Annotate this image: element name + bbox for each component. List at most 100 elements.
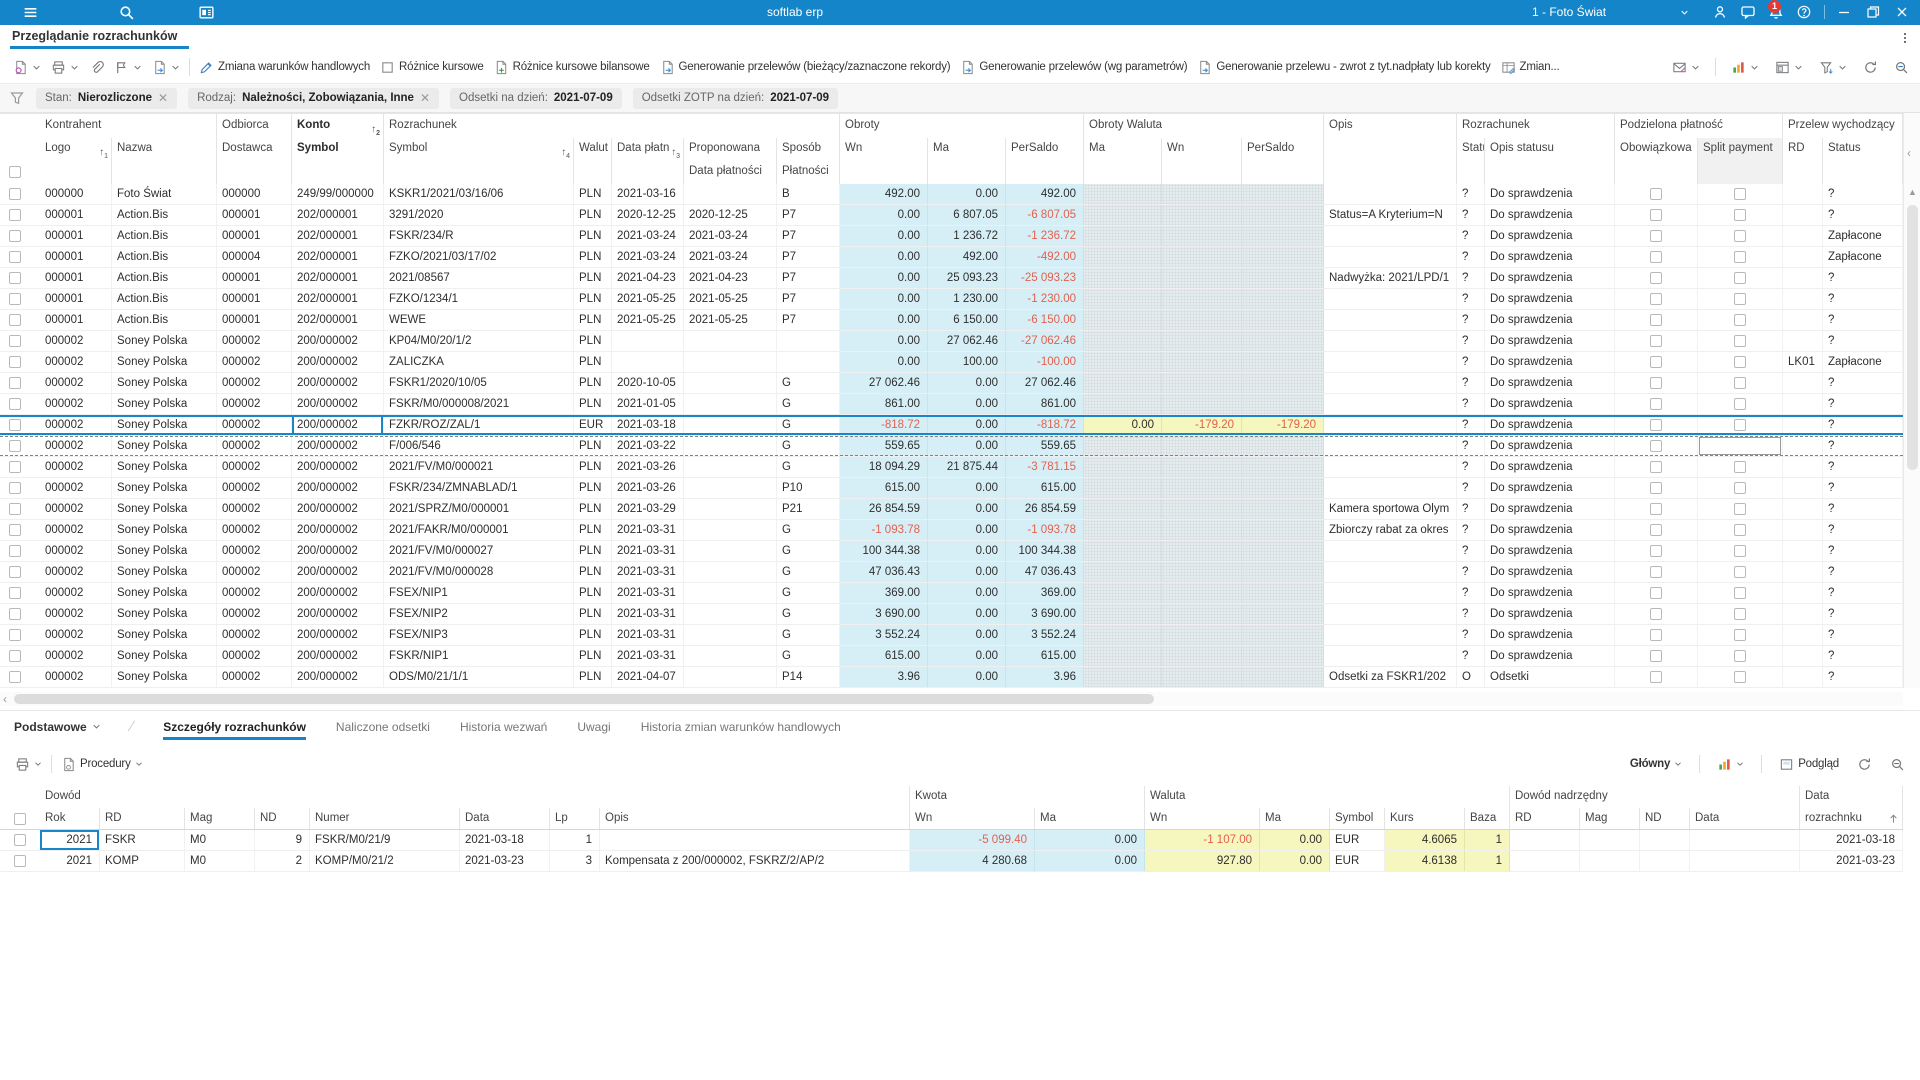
group-header-kwota[interactable]: Kwota: [910, 786, 1145, 808]
obowiazkowa-checkbox[interactable]: [1650, 671, 1662, 683]
cell-status[interactable]: ?: [1823, 583, 1903, 603]
cell-dostawca[interactable]: 000004: [217, 247, 292, 267]
cell-drozr[interactable]: 2021-03-18: [1800, 830, 1903, 850]
cell-dostawca[interactable]: 000002: [217, 583, 292, 603]
obowiazkowa-checkbox[interactable]: [1650, 314, 1662, 326]
cell-konto[interactable]: 200/000002: [292, 583, 384, 603]
cell-prop[interactable]: [684, 436, 777, 456]
cell-wn[interactable]: 3 552.24: [840, 625, 928, 645]
cell-stat[interactable]: ?: [1457, 499, 1485, 519]
table-row[interactable]: 000002Soney Polska000002200/0000022021/F…: [0, 520, 1903, 541]
cell-wwn[interactable]: [1162, 247, 1242, 267]
cell-dplat[interactable]: 2021-03-18: [612, 415, 684, 435]
cell-walut[interactable]: PLN: [574, 352, 612, 372]
cell-logo[interactable]: 000000: [40, 184, 112, 204]
cell-wps[interactable]: [1242, 562, 1324, 582]
column-header-mag[interactable]: Mag: [185, 808, 255, 829]
row-checkbox[interactable]: [14, 855, 26, 867]
split-payment-checkbox[interactable]: [1734, 314, 1746, 326]
cell-konto[interactable]: 200/000002: [292, 436, 384, 456]
scroll-left-icon[interactable]: ‹: [3, 692, 7, 706]
cell-walut[interactable]: PLN: [574, 478, 612, 498]
row-checkbox[interactable]: [9, 566, 21, 578]
cell-status[interactable]: ?: [1823, 499, 1903, 519]
scroll-top-icon[interactable]: [1887, 812, 1900, 825]
cell-wps[interactable]: [1242, 667, 1324, 687]
cell-wps[interactable]: [1242, 457, 1324, 477]
cell-wma[interactable]: [1084, 646, 1162, 666]
cell-prop[interactable]: 2021-03-24: [684, 247, 777, 267]
cell-konto[interactable]: 200/000002: [292, 604, 384, 624]
cell-wma[interactable]: [1084, 478, 1162, 498]
cell-opis[interactable]: [1324, 625, 1457, 645]
cell-wps[interactable]: [1242, 268, 1324, 288]
cell-konto[interactable]: 200/000002: [292, 394, 384, 414]
cell-sposob[interactable]: P7: [777, 247, 840, 267]
column-header-ps[interactable]: PerSaldo: [1006, 138, 1084, 160]
cell-dplat[interactable]: [612, 352, 684, 372]
cell-stat[interactable]: ?: [1457, 352, 1485, 372]
cell-stat[interactable]: ?: [1457, 478, 1485, 498]
cell-wma[interactable]: [1084, 331, 1162, 351]
cell-stat[interactable]: O: [1457, 667, 1485, 687]
cell-konto[interactable]: 202/000001: [292, 268, 384, 288]
new-document-button[interactable]: [8, 55, 46, 79]
cell-rok[interactable]: 2021: [40, 851, 100, 871]
cell-wn[interactable]: 0.00: [840, 205, 928, 225]
help-icon[interactable]: [1796, 4, 1812, 20]
cell-ma[interactable]: 0.00: [928, 625, 1006, 645]
group-header-odbiorca[interactable]: Odbiorca: [217, 114, 292, 138]
cell-wps[interactable]: -179.20: [1242, 415, 1324, 435]
cell-ps[interactable]: 3.96: [1006, 667, 1084, 687]
cell-wwn[interactable]: [1162, 604, 1242, 624]
cell-wma[interactable]: [1084, 457, 1162, 477]
cell-wn[interactable]: 615.00: [840, 646, 928, 666]
cell-wwn[interactable]: [1162, 478, 1242, 498]
table-row[interactable]: 000001Action.Bis000001202/000001FZKO/123…: [0, 289, 1903, 310]
cell-dostawca[interactable]: 000002: [217, 499, 292, 519]
vertical-scroll-thumb[interactable]: [1907, 205, 1918, 470]
cell-logo[interactable]: 000002: [40, 667, 112, 687]
refresh-button[interactable]: [1858, 55, 1883, 79]
cell-baza[interactable]: 1: [1465, 851, 1510, 871]
scroll-up-icon[interactable]: ▲: [1908, 187, 1917, 197]
table-row[interactable]: 000002Soney Polska000002200/0000022021/F…: [0, 562, 1903, 583]
split-payment-checkbox[interactable]: [1734, 209, 1746, 221]
cell-ostat[interactable]: Do sprawdzenia: [1485, 436, 1615, 456]
cell-numer[interactable]: FSKR/M0/21/9: [310, 830, 460, 850]
cell-rd[interactable]: [1783, 478, 1823, 498]
cell-konto[interactable]: 200/000002: [292, 646, 384, 666]
cell-sposob[interactable]: G: [777, 604, 840, 624]
row-checkbox[interactable]: [9, 314, 21, 326]
column-header-nnd[interactable]: ND: [1640, 808, 1690, 829]
cell-opis[interactable]: [1324, 457, 1457, 477]
cell-opis[interactable]: Kamera sportowa Olym: [1324, 499, 1457, 519]
cell-symbol[interactable]: EUR: [1330, 851, 1385, 871]
cell-status[interactable]: ?: [1823, 205, 1903, 225]
detail-tab-uwagi[interactable]: Uwagi: [577, 714, 610, 740]
group-header-dowód-nadrzędny[interactable]: Dowód nadrzędny: [1510, 786, 1800, 808]
cell-status[interactable]: ?: [1823, 604, 1903, 624]
cell-wwn[interactable]: [1162, 184, 1242, 204]
cell-opis[interactable]: Kompensata z 200/000002, FSKRZ/2/AP/2: [600, 851, 910, 871]
cell-rd[interactable]: [1783, 646, 1823, 666]
cell-ostat[interactable]: Do sprawdzenia: [1485, 604, 1615, 624]
cell-prop[interactable]: [684, 520, 777, 540]
cell-sposob[interactable]: G: [777, 646, 840, 666]
refresh-button[interactable]: [1852, 752, 1877, 776]
cell-dplat[interactable]: 2021-03-31: [612, 646, 684, 666]
view-selector[interactable]: Główny: [1625, 752, 1687, 776]
cell-logo[interactable]: 000002: [40, 583, 112, 603]
cell-rd[interactable]: [1783, 520, 1823, 540]
cell-opis[interactable]: [1324, 583, 1457, 603]
cell-sposob[interactable]: P14: [777, 667, 840, 687]
cell-ma[interactable]: 1 230.00: [928, 289, 1006, 309]
cell-ps[interactable]: -6 150.00: [1006, 310, 1084, 330]
cell-rd[interactable]: [1783, 247, 1823, 267]
cell-wma[interactable]: [1084, 604, 1162, 624]
news-journal-icon[interactable]: [198, 4, 215, 21]
table-row[interactable]: 000002Soney Polska000002200/000002FSEX/N…: [0, 583, 1903, 604]
cell-ma[interactable]: 0.00: [928, 667, 1006, 687]
cell-walut[interactable]: PLN: [574, 625, 612, 645]
cell-ostat[interactable]: Do sprawdzenia: [1485, 331, 1615, 351]
